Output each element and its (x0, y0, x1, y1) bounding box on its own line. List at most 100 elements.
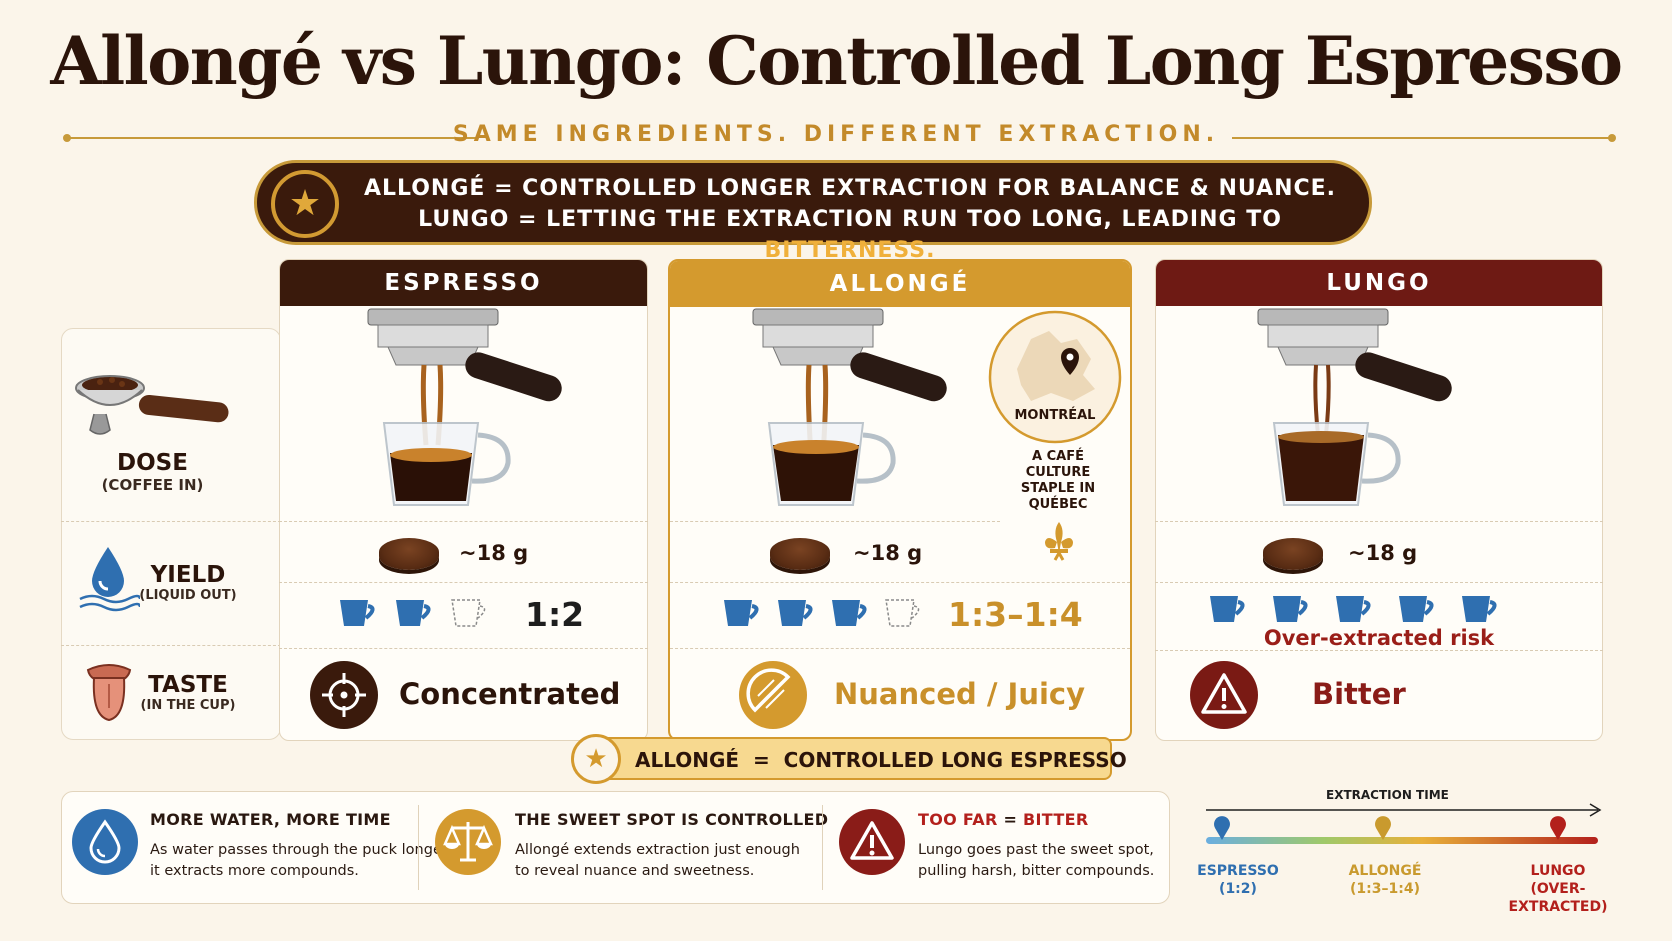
allonge-ratio: 1:3–1:4 (948, 595, 1083, 634)
allonge-taste: Nuanced / Juicy (834, 677, 1086, 711)
divider (418, 805, 419, 890)
cup-icon (396, 600, 431, 626)
taste-label: TASTE (IN THE CUP) (138, 672, 238, 713)
note-body: Allongé extends extraction just enough t… (515, 840, 800, 882)
divider-line-right (1232, 137, 1610, 139)
banner-highlight: BITTERNESS. (764, 238, 936, 263)
warning-icon (1190, 661, 1258, 729)
cup-icon (724, 600, 759, 626)
timeline-bar (1206, 837, 1598, 844)
row-divider (1155, 521, 1603, 522)
timeline-stop-name: ESPRESSO (1197, 863, 1279, 879)
note-body-line: pulling harsh, bitter compounds. (918, 863, 1155, 879)
row-divider (279, 521, 648, 522)
lungo-taste: Bitter (1312, 677, 1406, 711)
note-body-line: Allongé extends extraction just enough (515, 842, 800, 858)
cup-icon (1210, 596, 1245, 622)
row-divider (670, 648, 1130, 649)
espresso-yield-cups (340, 599, 486, 627)
espresso-dose: ~18 g (459, 541, 529, 565)
arrow-icon (1589, 803, 1602, 817)
coffee-puck (379, 538, 439, 570)
notes-panel (61, 791, 1170, 904)
row-divider (1155, 650, 1603, 651)
montreal-note: A CAFÉ CULTURE STAPLE IN QUÉBEC (1020, 449, 1096, 512)
empty-cup-icon (885, 599, 920, 627)
cup-icon (340, 600, 375, 626)
note-title-suffix: BITTER (1023, 810, 1089, 829)
montreal-map-badge (988, 310, 1122, 444)
dose-sublabel: (COFFEE IN) (101, 476, 204, 494)
water-drop-icon (72, 809, 138, 875)
note-title: TOO FAR = BITTER (918, 810, 1088, 829)
note-body: As water passes through the puck longer,… (150, 840, 452, 882)
lungo-dose: ~18 g (1348, 541, 1418, 565)
fleur-de-lis-icon (1045, 522, 1073, 561)
banner-line-1: ALLONGÉ = CONTROLLED LONGER EXTRACTION F… (363, 176, 1337, 201)
row-divider (670, 582, 1130, 583)
definition-banner (254, 160, 1372, 245)
divider (822, 805, 823, 890)
note-title-equals: = (997, 810, 1024, 829)
coffee-puck (1263, 538, 1323, 570)
portafilter-icon (75, 375, 229, 435)
banner-line-2: LUNGO = LETTING THE EXTRACTION RUN TOO L… (350, 204, 1350, 266)
yield-label-text: YIELD (150, 562, 226, 588)
map-pin-icon (1214, 816, 1230, 840)
timeline-label: EXTRACTION TIME (1326, 788, 1449, 802)
allonge-dose: ~18 g (853, 541, 923, 565)
yield-sublabel: (LIQUID OUT) (139, 588, 237, 603)
divider-dot-right (1608, 134, 1616, 142)
note-body-line: As water passes through the puck longer, (150, 842, 453, 858)
cup-icon (832, 600, 867, 626)
map-pin-icon (1550, 816, 1566, 840)
timeline-stop-espresso: ESPRESSO (1:2) (1190, 862, 1286, 898)
dose-label-text: DOSE (117, 450, 188, 476)
scale-icon (435, 809, 501, 875)
lungo-ratio-note: Over-extracted risk (1263, 626, 1495, 650)
allonge-footer-label (583, 737, 1112, 780)
timeline-stop-detail: (1:2) (1219, 881, 1257, 897)
empty-cup-icon (451, 599, 486, 627)
note-body-line: to reveal nuance and sweetness. (515, 863, 755, 879)
map-pin-icon (1375, 816, 1391, 840)
cup-icon (1336, 596, 1371, 622)
row-divider (61, 645, 281, 646)
espresso-ratio: 1:2 (525, 595, 585, 634)
allonge-header: ALLONGÉ (670, 261, 1130, 307)
lungo-yield-cups (1210, 596, 1497, 622)
lungo-column: LUNGO (1155, 259, 1603, 741)
row-divider (279, 648, 648, 649)
allonge-machine-illustration (752, 308, 947, 506)
note-title: THE SWEET SPOT IS CONTROLLED (515, 810, 829, 829)
espresso-header: ESPRESSO (280, 260, 647, 306)
cup-icon (1399, 596, 1434, 622)
row-divider (1155, 582, 1603, 583)
banner-text: ALLONGÉ = CONTROLLED LONGER EXTRACTION F… (350, 173, 1350, 266)
lungo-machine-illustration (1257, 308, 1452, 506)
note-title: MORE WATER, MORE TIME (150, 810, 391, 829)
page-title: Allongé vs Lungo: Controlled Long Espres… (50, 22, 1623, 100)
allonge-footer-text: ALLONGÉ = CONTROLLED LONG ESPRESSO (635, 748, 1127, 772)
coffee-puck (770, 538, 830, 570)
water-drop-icon (79, 547, 140, 612)
banner-line-2-text: LUNGO = LETTING THE EXTRACTION RUN TOO L… (418, 207, 1282, 232)
divider-line-left (70, 137, 478, 139)
extraction-timeline (1206, 803, 1602, 844)
tongue-icon (86, 664, 132, 722)
taste-sublabel: (IN THE CUP) (140, 698, 236, 713)
timeline-stop-name: LUNGO (1530, 863, 1586, 879)
warning-icon (839, 809, 905, 875)
cup-icon (1273, 596, 1308, 622)
note-body-line: Lungo goes past the sweet spot, (918, 842, 1154, 858)
cup-icon (1462, 596, 1497, 622)
note-body-line: it extracts more compounds. (150, 863, 359, 879)
row-divider (670, 521, 1000, 522)
timeline-stop-detail: (OVER-EXTRACTED) (1508, 881, 1608, 915)
row-divider (279, 582, 648, 583)
star-icon: ★ (271, 170, 339, 238)
montreal-label: MONTRÉAL (1014, 408, 1096, 423)
dose-label: DOSE (COFFEE IN) (70, 450, 235, 494)
cup-icon (778, 600, 813, 626)
timeline-stop-name: ALLONGÉ (1348, 863, 1422, 879)
